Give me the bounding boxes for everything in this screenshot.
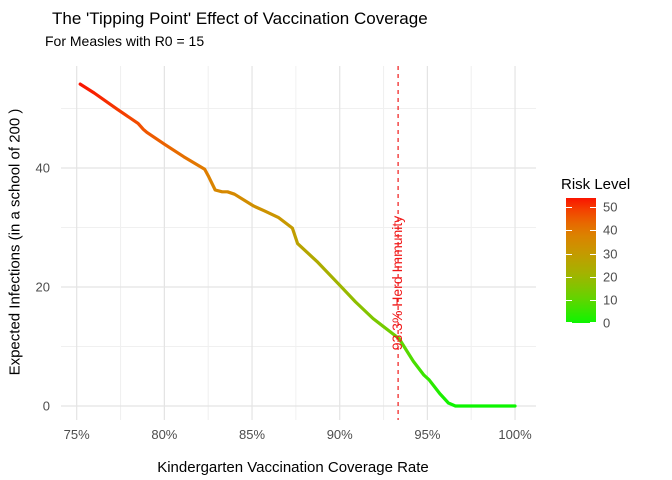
legend-tickmark (566, 253, 572, 255)
chart-title: The 'Tipping Point' Effect of Vaccinatio… (52, 9, 428, 28)
legend-tickmark (566, 276, 572, 278)
legend-colorbar (566, 198, 596, 323)
legend-tickmark (590, 322, 596, 323)
legend-tickmark (590, 299, 596, 301)
y-tick-label: 40 (35, 160, 50, 176)
x-tick-label: 85% (239, 427, 266, 442)
legend-tick-label: 40 (603, 222, 618, 238)
y-tick-label: 0 (42, 398, 50, 414)
legend-tick-label: 20 (603, 269, 618, 285)
legend-tickmark (590, 276, 596, 278)
legend-tick-label: 0 (603, 315, 611, 331)
legend-title: Risk Level (561, 176, 631, 193)
legend-tickmark (590, 230, 596, 232)
legend-tickmark (566, 207, 572, 209)
legend-tick-label: 50 (603, 199, 618, 215)
x-tick-label: 100% (498, 427, 532, 442)
infections-line (78, 82, 517, 408)
legend-tickmark (590, 253, 596, 255)
legend-tickmark (566, 230, 572, 232)
x-tick-label: 90% (326, 427, 353, 442)
legend-tick-label: 10 (603, 292, 618, 308)
legend-tickmark (566, 322, 572, 323)
x-axis-title: Kindergarten Vaccination Coverage Rate (157, 459, 429, 476)
x-tick-label: 75% (63, 427, 90, 442)
x-tick-label: 95% (414, 427, 441, 442)
risk-level-legend: Risk Level 50 40 30 20 10 0 (561, 170, 661, 340)
y-tick-label: 20 (35, 279, 50, 295)
legend-tick-label: 30 (603, 246, 618, 262)
legend-tickmark (566, 299, 572, 301)
y-axis-title: Expected Infections (in a school of 200 … (6, 108, 24, 376)
legend-tickmark (590, 207, 596, 209)
chart-subtitle: For Measles with R0 = 15 (45, 33, 205, 49)
x-tick-label: 80% (151, 427, 178, 442)
herd-immunity-annotation: 93.3% Herd Immunity (389, 215, 405, 351)
